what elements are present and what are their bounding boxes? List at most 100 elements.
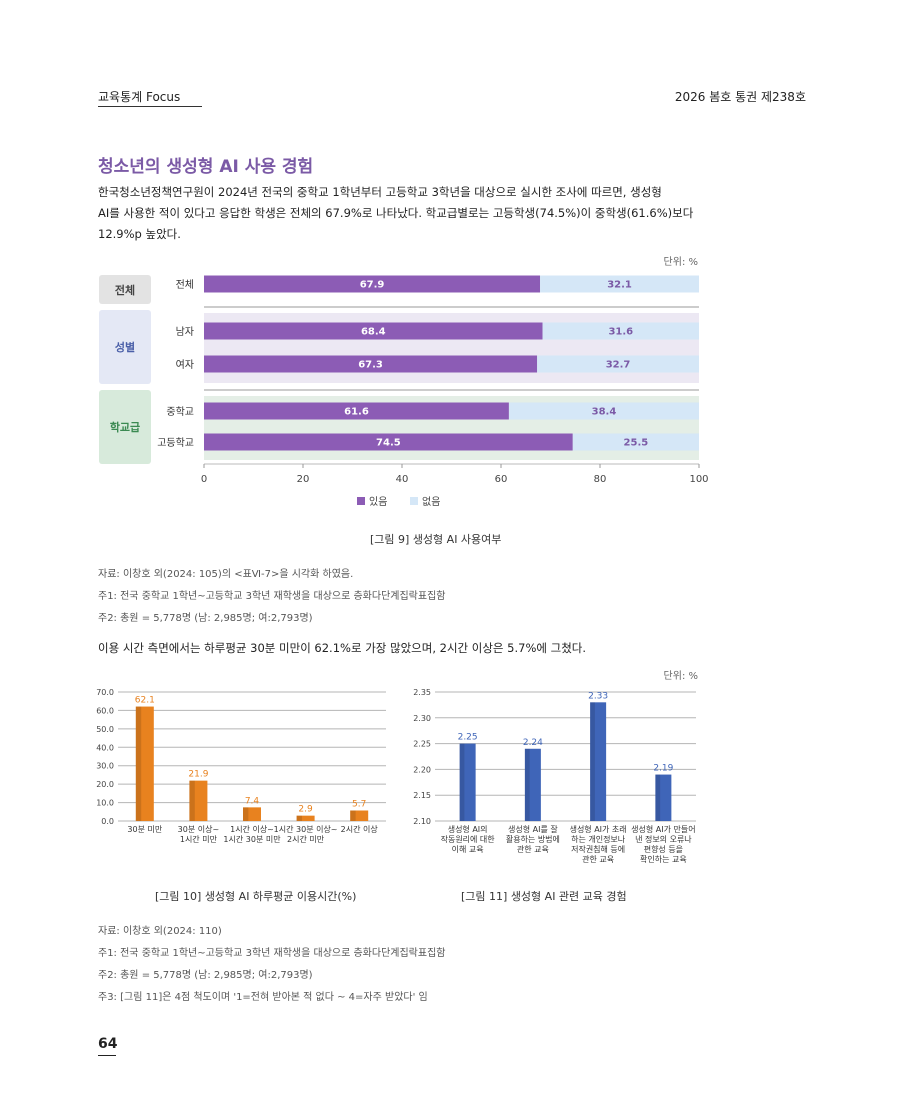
note-2-3: 주3: [그림 11]은 4점 척도이며 '1=전혀 받아본 적 없다 ~ 4=… <box>98 992 428 1003</box>
data-label: 61.6 <box>344 407 369 418</box>
bar-shade <box>350 810 356 821</box>
x-tick-label: 20 <box>297 474 310 485</box>
category-label: 1시간 30분 이상~ <box>274 824 338 834</box>
category-label: 생성형 AI의 <box>448 824 488 834</box>
fig11-chart: 2.10 2.15 2.20 2.25 2.30 2.35 2.25 생성형 AI의작동원리에… <box>413 688 696 864</box>
bar-yes <box>204 275 541 293</box>
bar-yes <box>204 322 543 340</box>
data-label: 67.3 <box>358 360 383 371</box>
bar <box>524 748 541 821</box>
bar-shade <box>135 706 142 821</box>
bar-yes <box>204 433 573 451</box>
intro-line: 한국청소년정책연구원이 2024년 전국의 중학교 1학년부터 고등학교 3학년… <box>98 185 662 199</box>
category-label: 관한 교육 <box>582 854 614 864</box>
note-2-2: 주2: 총원 = 5,778명 (남: 2,985명; 여:2,793명) <box>98 970 313 981</box>
group-box-total <box>99 275 151 304</box>
note-source-1: 자료: 이창호 외(2024: 105)의 <표Ⅵ-7>을 시각화 하였음. <box>98 569 354 580</box>
data-label: 38.4 <box>592 407 617 418</box>
data-label: 31.6 <box>608 327 633 338</box>
group-label-total: 전체 <box>115 283 135 297</box>
category-label: 여자 <box>176 359 194 371</box>
bar-yes <box>204 402 509 420</box>
fig11-caption: [그림 11] 생성형 AI 관련 교육 경험 <box>461 890 627 903</box>
bar-shade <box>189 780 195 821</box>
bar-no <box>542 322 699 340</box>
y-tick-label: 2.30 <box>413 714 431 723</box>
bar-shade <box>524 748 530 821</box>
group-box-gender <box>99 310 151 384</box>
page-number-rule <box>98 1055 116 1056</box>
paragraph-2: 이용 시간 측면에서는 하루평균 30분 미만이 62.1%로 가장 많았으며,… <box>98 641 587 655</box>
y-tick-label: 2.10 <box>413 817 431 826</box>
fig10-chart: 0.0 10.0 20.0 30.0 40.0 50.0 60.0 70.0 62.1 30분 미… <box>96 688 386 844</box>
y-tick-label: 10.0 <box>96 799 114 808</box>
note-2-1: 주1: 전국 중학교 1학년~고등학교 3학년 재학생을 대상으로 층화다단계집… <box>98 948 446 959</box>
data-label: 2.19 <box>653 764 673 774</box>
bar-yes <box>204 355 538 373</box>
data-label: 2.24 <box>523 738 543 748</box>
y-tick-label: 60.0 <box>96 706 114 715</box>
category-label: 1시간 미만 <box>180 834 218 844</box>
category-label: 1시간 30분 미만 <box>223 834 281 844</box>
note-source-2: 자료: 이창호 외(2024: 110) <box>98 926 222 937</box>
category-label: 생성형 AI가 초래 <box>570 824 627 834</box>
legend-swatch-yes <box>357 497 365 505</box>
bar-shade <box>590 702 595 821</box>
fig9-unit: 단위: % <box>663 257 698 268</box>
fig10-caption: [그림 10] 생성형 AI 하루평균 이용시간(%) <box>155 890 357 903</box>
page-number: 64 <box>98 1036 118 1052</box>
category-label: 편향성 등을 <box>644 844 683 854</box>
category-label: 전체 <box>176 279 194 291</box>
bar <box>296 815 315 821</box>
data-label: 7.4 <box>245 796 260 806</box>
bar <box>243 807 261 821</box>
category-label: 2시간 이상 <box>341 824 379 834</box>
category-label: 남자 <box>176 326 194 338</box>
data-label: 32.1 <box>607 280 632 291</box>
bar-no <box>508 402 699 420</box>
bar-no <box>537 355 699 373</box>
header-left: 교육통계 Focus <box>98 90 181 104</box>
intro-line: AI를 사용한 적이 있다고 응답한 학생은 전체의 67.9%로 나타났다. … <box>98 206 694 220</box>
header-rule <box>98 106 202 107</box>
category-label: 확인하는 교육 <box>640 854 687 864</box>
y-tick-label: 70.0 <box>96 688 114 697</box>
bar-shade <box>655 774 661 821</box>
data-label: 2.33 <box>588 691 608 701</box>
category-label: 낸 정보의 오류나 <box>635 834 692 844</box>
data-label: 68.4 <box>361 327 386 338</box>
y-tick-label: 2.35 <box>413 688 431 697</box>
x-tick-label: 100 <box>689 474 708 485</box>
bar <box>350 810 369 821</box>
data-label: 5.7 <box>352 799 366 809</box>
bar-shade <box>243 807 249 821</box>
y-tick-label: 30.0 <box>96 762 114 771</box>
legend-swatch-no <box>410 497 418 505</box>
note-1-1: 주1: 전국 중학교 1학년~고등학교 3학년 재학생을 대상으로 층화다단계집… <box>98 591 446 602</box>
intro-paragraph: 한국청소년정책연구원이 2024년 전국의 중학교 1학년부터 고등학교 3학년… <box>98 182 702 245</box>
group-box-school <box>99 390 151 464</box>
bar-no <box>540 275 699 293</box>
x-tick-label: 40 <box>396 474 409 485</box>
header-right: 2026 봄호 통권 제238호 <box>674 90 806 104</box>
y-tick-label: 2.20 <box>413 765 431 774</box>
legend-label-no: 없음 <box>422 495 440 508</box>
category-label: 생성형 AI를 잘 <box>508 824 558 834</box>
category-label: 저작권침해 등에 <box>571 844 625 854</box>
data-label: 32.7 <box>606 360 631 371</box>
data-label: 67.9 <box>360 280 385 291</box>
y-tick-label: 40.0 <box>96 743 114 752</box>
category-label: 활용하는 방법에 <box>506 834 560 844</box>
x-tick-label: 80 <box>594 474 607 485</box>
category-label: 생성형 AI가 만들어 <box>631 824 695 834</box>
legend-label-yes: 있음 <box>369 496 387 508</box>
x-tick-label: 0 <box>201 474 207 485</box>
x-tick-label: 60 <box>495 474 508 485</box>
category-label: 작동원리에 대한 <box>441 834 496 844</box>
bar <box>135 706 154 821</box>
category-label: 30분 이상~ <box>178 824 220 834</box>
data-label: 2.25 <box>458 733 478 743</box>
category-label: 하는 개인정보나 <box>571 834 626 844</box>
category-label: 고등학교 <box>157 437 194 449</box>
fig9-chart: 전체 성별 학교급 전체 67.9 32.1 남자 68.4 31.6 여자 67.3 32.7… <box>99 275 709 508</box>
